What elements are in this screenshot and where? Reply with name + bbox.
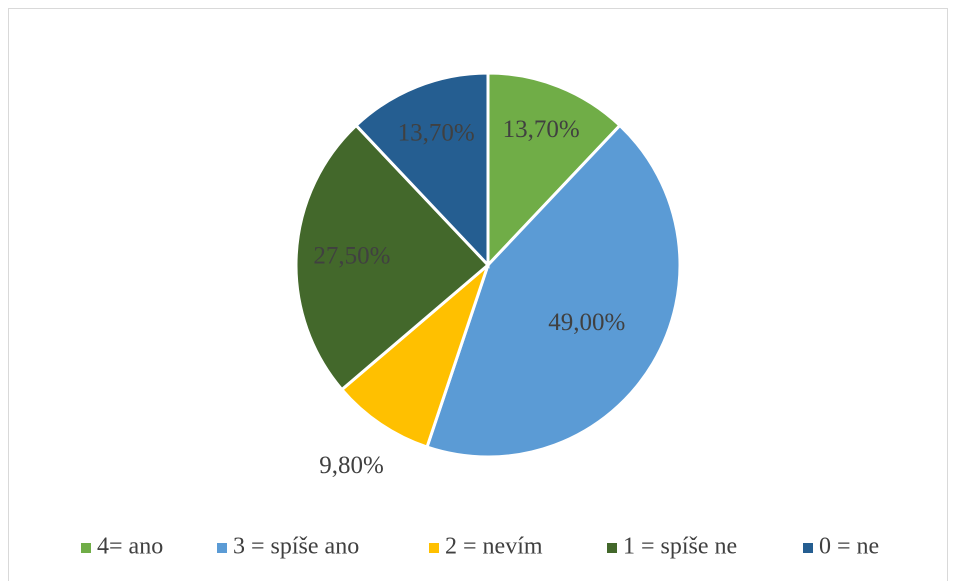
legend-swatch [429,543,439,553]
data-label: 9,80% [319,452,384,479]
legend-label: 2 = nevím [445,534,543,560]
legend-swatch [81,543,91,553]
legend-swatch [607,543,617,553]
pie-slice [425,123,682,459]
pie-slice [339,260,492,449]
legend-label: 1 = spíše ne [623,534,737,560]
data-label: 13,70% [503,116,580,143]
pie-slice [486,71,622,269]
data-label: 27,50% [313,242,390,269]
pie-slice [354,71,490,269]
legend-swatch [803,543,813,553]
legend-label: 0 = ne [819,534,879,560]
data-label: 13,70% [398,119,475,146]
data-label: 49,00% [548,309,625,336]
legend-label: 3 = spíše ano [233,534,359,560]
pie-slice [294,123,491,392]
legend-swatch [217,543,227,553]
legend-label: 4= ano [97,534,163,560]
